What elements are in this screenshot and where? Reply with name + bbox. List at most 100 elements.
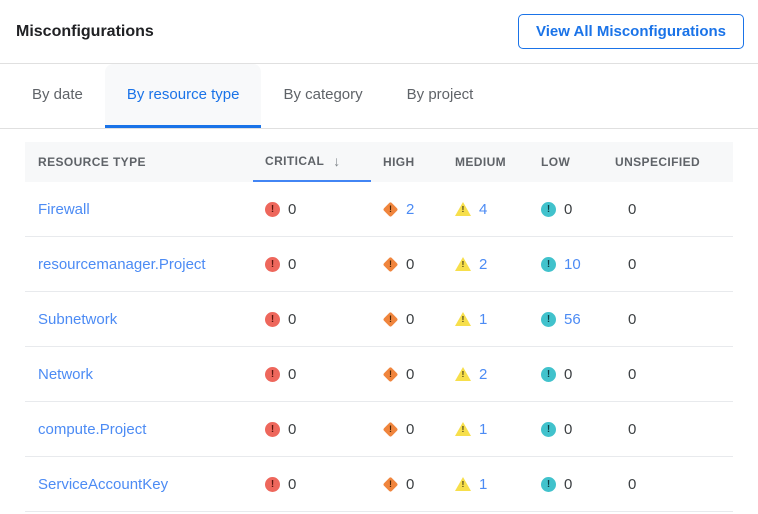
- page-title: Misconfigurations: [16, 22, 154, 40]
- low-cell: ! 0: [529, 476, 603, 493]
- unspecified-count: 0: [628, 200, 637, 218]
- view-all-misconfigurations-button[interactable]: View All Misconfigurations: [517, 14, 744, 49]
- medium-triangle-exclamation-icon: !: [455, 312, 471, 326]
- unspecified-count: 0: [628, 310, 637, 328]
- medium-triangle-exclamation-icon: !: [455, 477, 471, 491]
- high-count: 0: [406, 365, 415, 383]
- table-row: Firewall! 0! 2! 4! 0 0: [25, 182, 733, 237]
- medium-count[interactable]: 1: [479, 475, 488, 493]
- medium-triangle-exclamation-icon: !: [455, 422, 471, 436]
- unspecified-count: 0: [628, 255, 637, 273]
- high-diamond-exclamation-icon: !: [383, 367, 398, 382]
- critical-cell: ! 0: [253, 421, 371, 438]
- critical-octagon-exclamation-icon: !: [265, 201, 280, 217]
- panel-header: Misconfigurations View All Misconfigurat…: [0, 0, 758, 64]
- tab-by-resource-type[interactable]: By resource type: [104, 64, 262, 128]
- medium-triangle-exclamation-icon: !: [455, 257, 471, 271]
- high-diamond-exclamation-icon: !: [383, 312, 398, 327]
- tabs-bar: By date By resource type By category By …: [0, 64, 758, 129]
- table-row: compute.Project! 0! 0! 1! 0 0: [25, 402, 733, 457]
- low-count[interactable]: 56: [564, 310, 581, 328]
- high-count: 0: [406, 310, 415, 328]
- low-circle-exclamation-icon: !: [541, 421, 556, 437]
- critical-octagon-exclamation-icon: !: [265, 256, 280, 272]
- misconfigurations-table: RESOURCE TYPE CRITICAL ↓ HIGH MEDIUM LOW…: [25, 142, 733, 512]
- medium-count[interactable]: 1: [479, 310, 488, 328]
- low-circle-exclamation-icon: !: [541, 366, 556, 382]
- table-row: Network! 0! 0! 2! 0 0: [25, 347, 733, 402]
- low-count[interactable]: 10: [564, 255, 581, 273]
- high-diamond-exclamation-icon: !: [383, 257, 398, 272]
- high-cell: ! 2: [371, 201, 443, 218]
- low-circle-exclamation-icon: !: [541, 476, 556, 492]
- tab-by-project[interactable]: By project: [406, 86, 474, 103]
- critical-octagon-exclamation-icon: !: [265, 476, 280, 492]
- medium-cell: ! 1: [443, 476, 529, 493]
- critical-count: 0: [288, 200, 297, 218]
- critical-cell: ! 0: [253, 201, 371, 218]
- critical-count: 0: [288, 310, 297, 328]
- high-count[interactable]: 2: [406, 200, 415, 218]
- resource-type-link[interactable]: Network: [38, 365, 94, 383]
- low-count: 0: [564, 200, 573, 218]
- unspecified-count: 0: [628, 365, 637, 383]
- column-header-high[interactable]: HIGH: [383, 155, 415, 169]
- column-header-unspecified[interactable]: UNSPECIFIED: [615, 155, 701, 169]
- critical-count: 0: [288, 365, 297, 383]
- column-header-low[interactable]: LOW: [541, 155, 571, 169]
- arrow-down-icon: ↓: [333, 153, 341, 169]
- medium-count[interactable]: 2: [479, 365, 488, 383]
- critical-cell: ! 0: [253, 476, 371, 493]
- critical-count: 0: [288, 475, 297, 493]
- low-count: 0: [564, 420, 573, 438]
- medium-count[interactable]: 2: [479, 255, 488, 273]
- low-circle-exclamation-icon: !: [541, 311, 556, 327]
- resource-type-link[interactable]: Subnetwork: [38, 310, 118, 328]
- critical-cell: ! 0: [253, 311, 371, 328]
- high-cell: ! 0: [371, 366, 443, 383]
- high-cell: ! 0: [371, 256, 443, 273]
- resource-type-link[interactable]: resourcemanager.Project: [38, 255, 206, 273]
- low-count: 0: [564, 365, 573, 383]
- low-cell: ! 0: [529, 421, 603, 438]
- medium-cell: ! 1: [443, 421, 529, 438]
- medium-count[interactable]: 4: [479, 200, 488, 218]
- high-diamond-exclamation-icon: !: [383, 422, 398, 437]
- resource-type-link[interactable]: compute.Project: [38, 420, 147, 438]
- column-header-medium[interactable]: MEDIUM: [455, 155, 507, 169]
- medium-triangle-exclamation-icon: !: [455, 202, 471, 216]
- tab-by-date[interactable]: By date: [32, 86, 83, 103]
- low-circle-exclamation-icon: !: [541, 256, 556, 272]
- unspecified-count: 0: [628, 475, 637, 493]
- critical-octagon-exclamation-icon: !: [265, 421, 280, 437]
- high-cell: ! 0: [371, 311, 443, 328]
- medium-cell: ! 1: [443, 311, 529, 328]
- high-diamond-exclamation-icon: !: [383, 477, 398, 492]
- medium-count[interactable]: 1: [479, 420, 488, 438]
- table-row: ServiceAccountKey! 0! 0! 1! 0 0: [25, 457, 733, 512]
- critical-cell: ! 0: [253, 256, 371, 273]
- high-cell: ! 0: [371, 421, 443, 438]
- resource-type-link[interactable]: Firewall: [38, 200, 90, 218]
- medium-cell: ! 2: [443, 366, 529, 383]
- column-header-critical[interactable]: CRITICAL ↓: [253, 142, 371, 182]
- critical-octagon-exclamation-icon: !: [265, 366, 280, 382]
- critical-count: 0: [288, 420, 297, 438]
- column-header-critical-label: CRITICAL: [265, 154, 325, 168]
- low-circle-exclamation-icon: !: [541, 201, 556, 217]
- medium-cell: ! 4: [443, 201, 529, 218]
- high-cell: ! 0: [371, 476, 443, 493]
- low-cell: ! 10: [529, 256, 603, 273]
- critical-cell: ! 0: [253, 366, 371, 383]
- low-cell: ! 0: [529, 366, 603, 383]
- high-diamond-exclamation-icon: !: [383, 202, 398, 217]
- medium-cell: ! 2: [443, 256, 529, 273]
- high-count: 0: [406, 475, 415, 493]
- resource-type-link[interactable]: ServiceAccountKey: [38, 475, 169, 493]
- tab-by-category[interactable]: By category: [283, 86, 363, 103]
- column-header-resource-type[interactable]: RESOURCE TYPE: [38, 155, 146, 169]
- table-row: resourcemanager.Project! 0! 0! 2! 10 0: [25, 237, 733, 292]
- table-row: Subnetwork! 0! 0! 1! 56 0: [25, 292, 733, 347]
- table-header-row: RESOURCE TYPE CRITICAL ↓ HIGH MEDIUM LOW…: [25, 142, 733, 182]
